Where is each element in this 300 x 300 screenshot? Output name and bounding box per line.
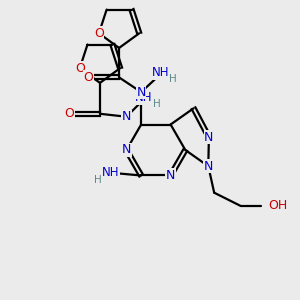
Text: H: H: [94, 175, 101, 185]
Text: N: N: [122, 110, 131, 123]
Text: NH: NH: [135, 91, 153, 104]
Text: N: N: [204, 160, 213, 173]
Text: O: O: [65, 107, 75, 120]
Text: NH: NH: [101, 166, 119, 179]
Text: H: H: [169, 74, 177, 85]
Text: O: O: [75, 62, 85, 75]
Text: H: H: [153, 99, 160, 109]
Text: O: O: [94, 27, 104, 40]
Text: N: N: [166, 169, 175, 182]
Text: N: N: [136, 85, 146, 99]
Text: N: N: [204, 131, 214, 144]
Text: N: N: [122, 143, 131, 157]
Text: NH: NH: [152, 67, 169, 80]
Text: OH: OH: [268, 200, 287, 212]
Text: O: O: [83, 71, 93, 84]
